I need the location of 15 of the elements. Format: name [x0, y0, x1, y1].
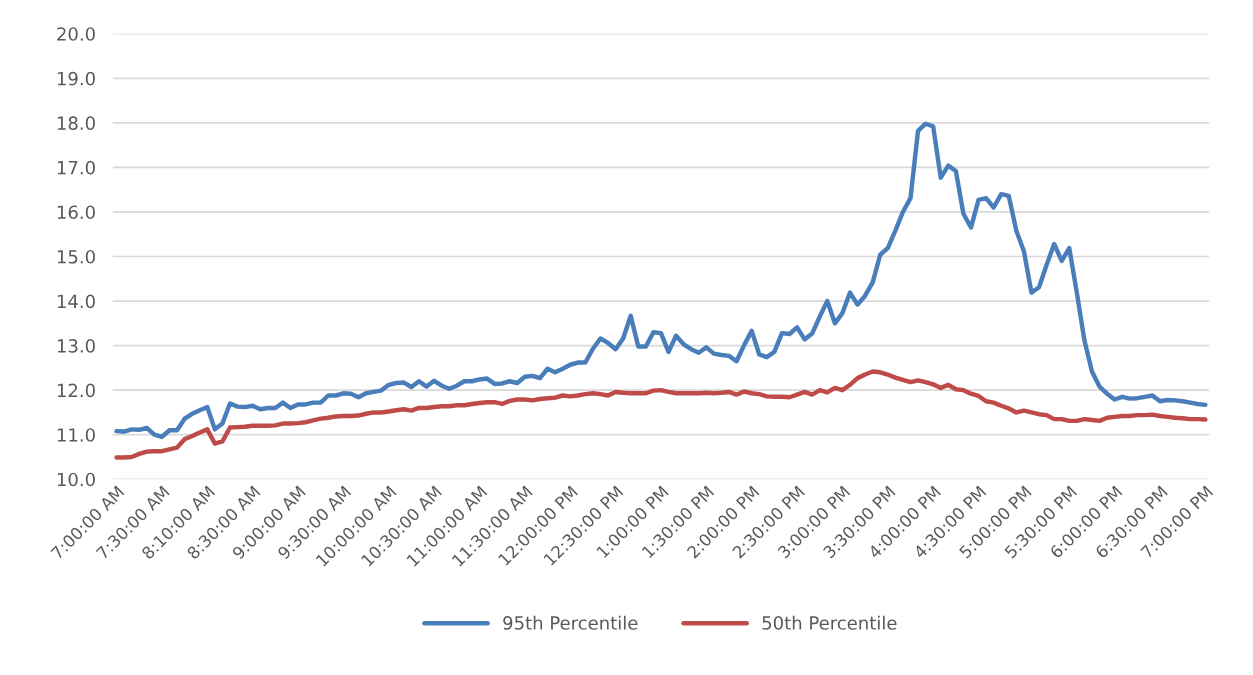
y-tick-label: 16.0 [57, 205, 95, 220]
y-tick-label: 13.0 [57, 339, 95, 353]
line-series [114, 369, 1208, 460]
y-tick-label: 15.0 [57, 249, 95, 264]
y-tick-label: 10.0 [57, 472, 95, 487]
legend-label: 50th Percentile [762, 615, 897, 630]
y-tick-label: 12.0 [57, 383, 95, 398]
line-series [114, 121, 1208, 440]
y-tick-label: 14.0 [57, 294, 95, 309]
y-tick-label: 20.0 [57, 27, 95, 41]
y-tick-label: 17.0 [57, 160, 95, 175]
legend-label: 95th Percentile [503, 615, 638, 630]
y-tick-label: 11.0 [57, 428, 95, 442]
y-tick-label: 18.0 [57, 116, 95, 130]
y-tick-label: 19.0 [57, 71, 95, 86]
